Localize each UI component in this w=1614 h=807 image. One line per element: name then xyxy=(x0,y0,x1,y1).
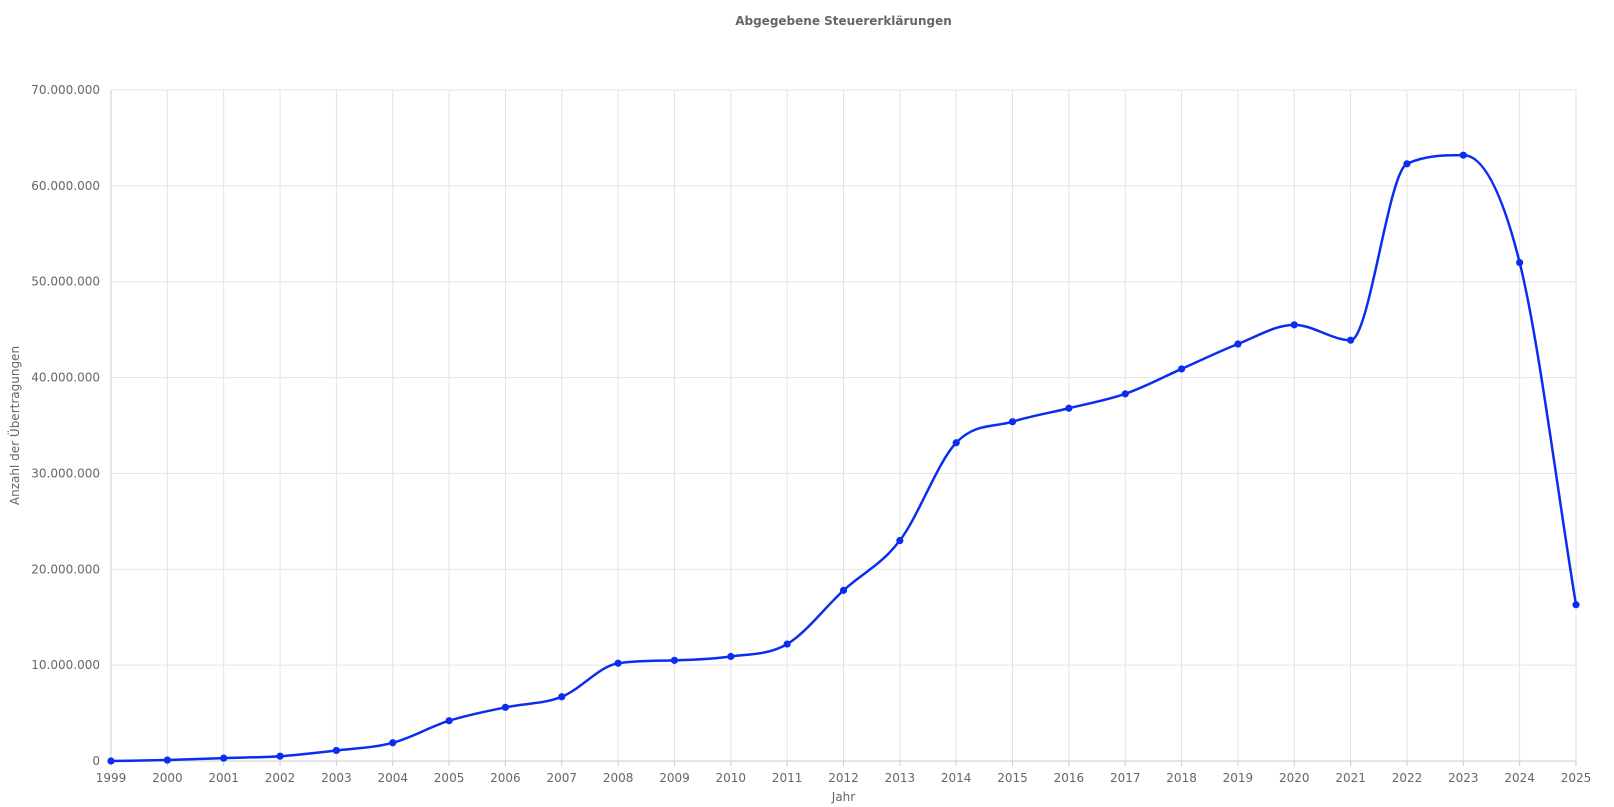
x-tick-label: 2012 xyxy=(828,771,859,785)
y-tick-label: 50.000.000 xyxy=(31,275,100,289)
data-point-1999[interactable] xyxy=(107,757,115,765)
x-tick-label: 2001 xyxy=(208,771,239,785)
grid xyxy=(110,89,1577,762)
data-point-2012[interactable] xyxy=(839,586,848,594)
axes xyxy=(110,90,1577,766)
x-tick-label: 2018 xyxy=(1166,771,1197,785)
data-point-2008[interactable] xyxy=(614,659,622,667)
data-point-2021[interactable] xyxy=(1347,336,1355,344)
series-line xyxy=(110,153,1578,763)
data-point-2010[interactable] xyxy=(727,652,735,661)
y-tick-label: 20.000.000 xyxy=(31,562,100,576)
x-tick-label: 2017 xyxy=(1110,771,1141,785)
x-tick-label: 2009 xyxy=(659,771,690,785)
data-point-2009[interactable] xyxy=(670,656,679,664)
x-tick-label: 2016 xyxy=(1054,771,1085,785)
x-tick-label: 2022 xyxy=(1392,771,1423,785)
x-tick-label: 2019 xyxy=(1223,771,1254,785)
x-tick-label: 2021 xyxy=(1335,771,1366,785)
data-point-2004[interactable] xyxy=(389,739,397,747)
data-point-2003[interactable] xyxy=(332,746,340,755)
data-point-2014[interactable] xyxy=(952,439,960,447)
x-axis-ticks: 1999 2000 2001 2002 2003 2004 2005 2006 2007 2008… xyxy=(96,771,1592,785)
data-point-2000[interactable] xyxy=(163,756,171,764)
y-tick-label: 60.000.000 xyxy=(31,179,100,193)
data-point-2007[interactable] xyxy=(558,693,566,701)
x-tick-label: 2023 xyxy=(1448,771,1479,785)
y-axis-ticks: 0 10.000.000 20.000.000 30.000.000 40.000.00… xyxy=(31,83,100,768)
data-point-2024[interactable] xyxy=(1516,258,1524,267)
y-tick-label: 40.000.000 xyxy=(31,371,100,385)
y-axis-label: Anzahl der Übertragungen xyxy=(6,346,22,505)
data-point-2016[interactable] xyxy=(1065,404,1073,412)
y-tick-label: 30.000.000 xyxy=(31,466,100,480)
x-axis-label: Jahr xyxy=(831,790,855,804)
data-point-2023[interactable] xyxy=(1459,151,1467,159)
x-tick-label: 2006 xyxy=(490,771,521,785)
x-tick-label: 2000 xyxy=(152,771,183,785)
x-tick-label: 2013 xyxy=(885,771,916,785)
data-point-2019[interactable] xyxy=(1234,340,1242,348)
chart-title: Abgegebene Steuererklärungen xyxy=(735,14,952,28)
data-point-2015[interactable] xyxy=(1008,418,1017,426)
x-tick-label: 2005 xyxy=(434,771,465,785)
y-tick-label: 10.000.000 xyxy=(31,658,100,672)
x-tick-label: 2024 xyxy=(1504,771,1535,785)
data-point-2020[interactable] xyxy=(1290,321,1298,329)
data-point-2018[interactable] xyxy=(1177,365,1186,373)
x-tick-label: 2007 xyxy=(546,771,577,785)
x-tick-label: 2004 xyxy=(377,771,408,785)
data-point-2011[interactable] xyxy=(783,640,791,648)
x-tick-label: 2020 xyxy=(1279,771,1310,785)
data-point-2005[interactable] xyxy=(445,717,453,725)
x-tick-label: 2025 xyxy=(1561,771,1592,785)
x-tick-label: 2003 xyxy=(321,771,352,785)
data-point-2006[interactable] xyxy=(501,703,510,711)
x-tick-label: 2014 xyxy=(941,771,972,785)
data-point-2001[interactable] xyxy=(220,754,228,762)
x-tick-label: 2010 xyxy=(716,771,747,785)
data-point-2017[interactable] xyxy=(1121,390,1129,398)
y-tick-label: 0 xyxy=(92,754,100,768)
data-points xyxy=(107,151,1580,765)
x-tick-label: 2008 xyxy=(603,771,634,785)
data-point-2013[interactable] xyxy=(896,536,904,545)
x-tick-label: 2015 xyxy=(997,771,1028,785)
data-point-2022[interactable] xyxy=(1403,160,1411,168)
y-tick-label: 70.000.000 xyxy=(31,83,100,97)
x-tick-label: 2002 xyxy=(265,771,296,785)
data-point-2002[interactable] xyxy=(276,752,284,760)
data-point-2025[interactable] xyxy=(1572,601,1580,609)
x-tick-label: 2011 xyxy=(772,771,803,785)
x-tick-label: 1999 xyxy=(96,771,127,785)
